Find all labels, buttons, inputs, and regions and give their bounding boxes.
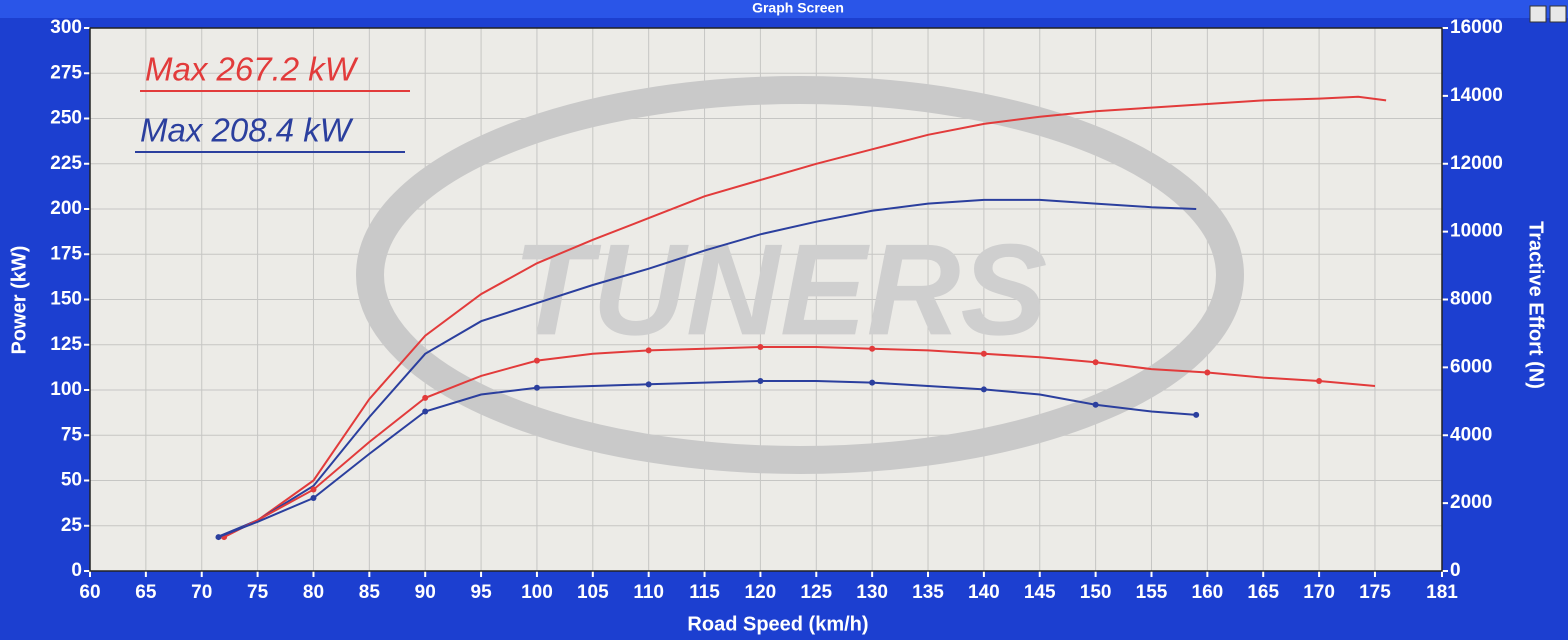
y-tick-label: 75 <box>61 424 83 445</box>
y2-tick-label: 0 <box>1450 560 1461 581</box>
x-tick-label: 150 <box>1080 582 1112 603</box>
x-tick-label: 115 <box>689 582 720 603</box>
data-point <box>757 344 764 351</box>
x-tick-label: 60 <box>79 582 100 603</box>
data-point <box>215 534 222 541</box>
y-tick-label: 200 <box>50 198 82 219</box>
data-point <box>1092 359 1099 366</box>
y-tick-label: 150 <box>50 289 82 310</box>
x-tick-label: 105 <box>577 582 609 603</box>
x-tick-label: 75 <box>247 582 269 603</box>
y2-tick-label: 14000 <box>1450 85 1503 106</box>
data-point <box>869 379 876 386</box>
y2-tick-label: 16000 <box>1450 17 1503 38</box>
series-line <box>218 198 1197 538</box>
x-tick-label: 145 <box>1024 582 1056 603</box>
y-tick-label: 100 <box>50 379 82 400</box>
x-axis-title: Road Speed (km/h) <box>687 613 868 635</box>
x-tick-label: 130 <box>856 582 888 603</box>
x-tick-label: 95 <box>471 582 493 603</box>
data-point <box>645 381 652 388</box>
y2-tick-label: 10000 <box>1450 221 1503 242</box>
y2-axis-title: Tractive Effort (N) <box>1525 221 1547 389</box>
legend-label: Max 267.2 kW <box>145 51 359 88</box>
data-point <box>1316 377 1323 384</box>
y-tick-label: 250 <box>50 108 82 129</box>
x-tick-label: 110 <box>633 582 664 603</box>
x-tick-label: 125 <box>800 582 832 603</box>
data-point <box>422 408 429 415</box>
y2-tick-label: 2000 <box>1450 492 1492 513</box>
data-point <box>1193 411 1200 418</box>
close-button[interactable] <box>1549 5 1567 23</box>
title-bar <box>0 0 1568 18</box>
lines <box>215 95 1387 541</box>
y2-tick-label: 8000 <box>1450 289 1492 310</box>
data-point <box>310 495 317 502</box>
data-point <box>310 486 317 493</box>
data-point <box>533 357 540 364</box>
x-tick-label: 165 <box>1247 582 1279 603</box>
data-point <box>422 394 429 401</box>
y-tick-label: 275 <box>50 62 82 83</box>
y2-tick-label: 12000 <box>1450 153 1503 174</box>
y-tick-label: 50 <box>61 470 82 491</box>
x-tick-label: 120 <box>745 582 777 603</box>
y-tick-label: 0 <box>71 560 82 581</box>
x-tick-label: 70 <box>191 582 212 603</box>
x-tick-label: 80 <box>303 582 324 603</box>
x-tick-label: 90 <box>415 582 436 603</box>
y-tick-label: 175 <box>50 243 82 264</box>
series-line <box>218 380 1197 539</box>
data-point <box>869 345 876 352</box>
data-point <box>645 347 652 354</box>
y-tick-label: 225 <box>50 153 82 174</box>
x-tick-label: 170 <box>1303 582 1335 603</box>
data-point <box>757 377 764 384</box>
x-tick-label: 100 <box>521 582 553 603</box>
y2-tick-label: 6000 <box>1450 356 1492 377</box>
watermark-text: TUNERS <box>513 216 1047 362</box>
plot-border <box>89 27 1443 572</box>
y-tick-label: 25 <box>61 515 83 536</box>
data-point <box>980 350 987 357</box>
data-point <box>980 386 987 393</box>
y-tick-label: 300 <box>50 17 82 38</box>
x-tick-label: 175 <box>1359 582 1391 603</box>
window-title: Graph Screen <box>752 0 844 16</box>
restore-button[interactable] <box>1529 5 1547 23</box>
legend-label: Max 208.4 kW <box>140 112 354 149</box>
x-tick-label: 135 <box>912 582 944 603</box>
series-line <box>223 346 1376 538</box>
data-point <box>533 384 540 391</box>
watermark-logo <box>356 76 1244 474</box>
y2-tick-label: 4000 <box>1450 424 1492 445</box>
x-tick-label: 85 <box>359 582 381 603</box>
y-tick-label: 125 <box>50 334 82 355</box>
x-tick-label: 160 <box>1192 582 1224 603</box>
data-point <box>1204 369 1211 376</box>
y-axis-title: Power (kW) <box>8 246 30 355</box>
x-tick-label: 140 <box>968 582 1000 603</box>
x-tick-label: 155 <box>1136 582 1168 603</box>
data-point <box>1092 401 1099 408</box>
x-tick-label: 65 <box>135 582 157 603</box>
series-line <box>223 95 1387 536</box>
x-tick-label: 181 <box>1426 582 1458 603</box>
